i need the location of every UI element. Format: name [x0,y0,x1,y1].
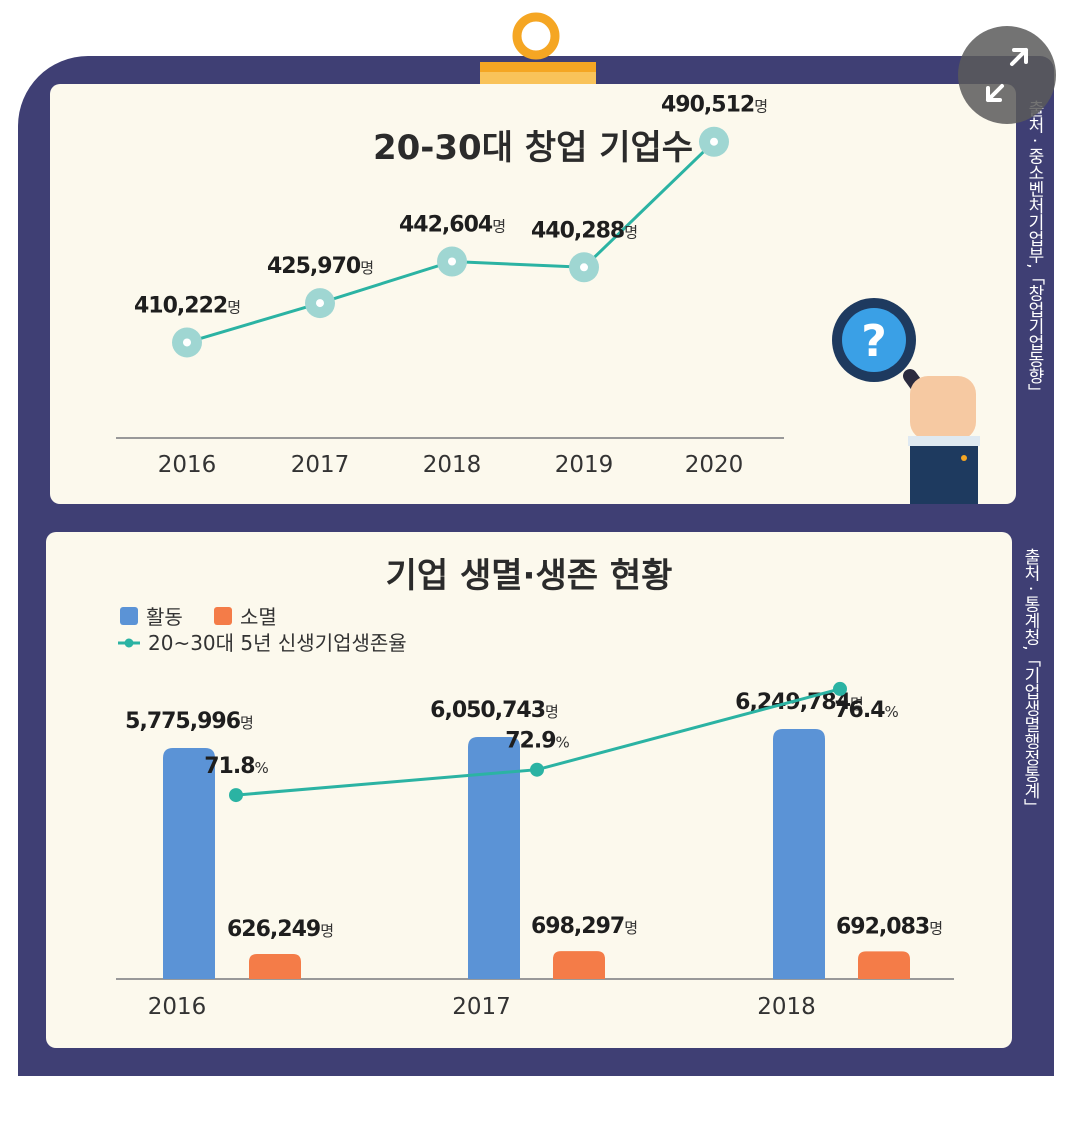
x-tick-label: 2016 [148,994,207,1020]
x-tick-label: 2020 [685,452,744,478]
source-note-bottom: 출처 · 통계청,「기업생멸행정통계」 [1020,548,1040,816]
data-label: 410,222명 [134,293,240,318]
bar-label-active: 5,775,996명 [125,709,253,734]
bar-label-active: 6,050,743명 [430,698,558,723]
svg-text:?: ? [861,316,887,367]
source-note-top: 출처 · 중소벤처기업부,「창업기업동향」 [1024,100,1044,401]
data-point-center [580,263,588,272]
bar-active [468,736,520,979]
business-survival-panel: 기업 생멸·생존 현황 활동 소멸 20~30대 5년 신생기업생존율 5,77… [46,532,1012,1048]
survival-rate-label: 76.4% [834,698,898,723]
data-label: 440,288명 [531,218,637,243]
magnifier-question-icon: ? [832,298,980,504]
bar-closed [858,951,910,979]
chart-title: 20-30대 창업 기업수 [373,128,693,168]
bar-label-closed: 692,083명 [836,914,942,939]
x-tick-label: 2018 [423,452,482,478]
data-label: 442,604명 [399,212,505,237]
legend-marker-survival [124,638,134,648]
x-tick-label: 2017 [291,452,350,478]
survival-rate-point [530,762,544,777]
startup-count-panel: 20-30대 창업 기업수 2016 2017 2018 2019 2020 410,22… [50,84,1016,504]
bar-label-closed: 626,249명 [227,917,333,942]
data-point-center [316,299,324,308]
legend-swatch-active [120,607,138,625]
expand-button[interactable] [958,26,1056,124]
legend-label-survival: 20~30대 5년 신생기업생존율 [148,631,407,655]
chart-title: 기업 생멸·생존 현황 [386,556,673,596]
legend-swatch-closed [214,607,232,625]
series-line [186,140,716,344]
data-label: 490,512명 [661,93,767,118]
survival-rate-label: 72.9% [505,729,569,754]
x-tick-label: 2018 [757,994,816,1020]
data-point-center [448,257,456,266]
data-label: 425,970명 [267,254,373,279]
survival-rate-label: 71.8% [204,754,268,779]
bar-active [163,747,215,979]
expand-icon [986,48,1028,102]
survival-rate-point [833,681,847,696]
x-tick-label: 2017 [452,994,511,1020]
x-tick-label: 2019 [555,452,614,478]
bar-label-closed: 698,297명 [531,914,637,939]
x-tick-label: 2016 [158,452,217,478]
legend-label-active: 활동 [146,605,183,629]
bar-active [773,729,825,979]
bar-closed [249,953,301,979]
bar-closed [553,951,605,979]
legend-label-closed: 소멸 [240,605,277,629]
survival-rate-point [229,788,243,803]
data-point-center [183,338,191,347]
data-point-center [710,137,718,146]
